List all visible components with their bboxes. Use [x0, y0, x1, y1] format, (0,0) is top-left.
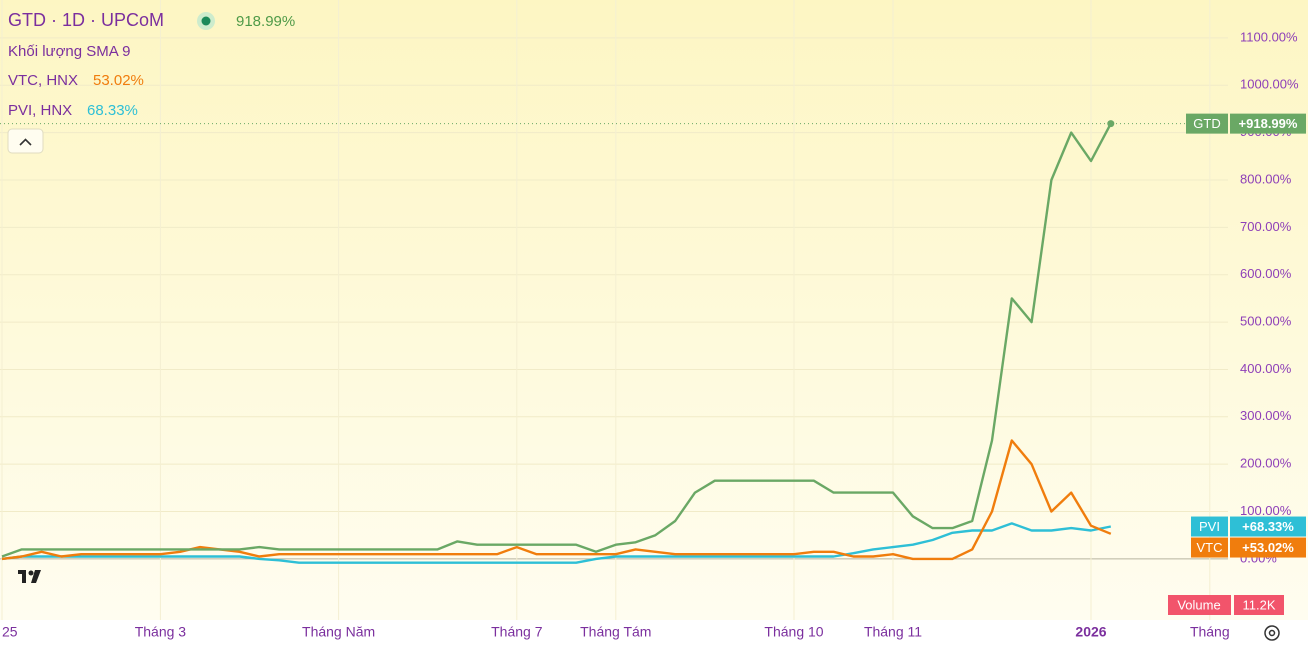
- y-tick-label: 600.00%: [1240, 266, 1292, 281]
- y-tick-label: 1000.00%: [1240, 77, 1299, 92]
- y-tick-label: 800.00%: [1240, 171, 1292, 186]
- legend: GTD · 1D · UPCoM 918.99% Khối lượng SMA …: [7, 10, 295, 154]
- logo-part: [22, 570, 26, 583]
- collapse-icon[interactable]: [19, 138, 32, 146]
- volume-value-tag: [1234, 595, 1284, 615]
- volume-tag: [1168, 595, 1231, 615]
- series-tag-name: GTD: [1193, 116, 1220, 131]
- x-tick-label: Tháng 11: [864, 624, 922, 640]
- x-tick-label: Tháng 7: [491, 624, 543, 640]
- legend-value: 53.02%: [93, 72, 144, 89]
- x-axis-background: [0, 620, 1308, 646]
- value-tag-label: +918.99%: [1239, 116, 1298, 131]
- series-line: [1, 123, 1112, 558]
- legend-value: 918.99%: [236, 13, 295, 30]
- series-tag: [1191, 516, 1228, 537]
- x-tick-label: Tháng: [1190, 624, 1230, 640]
- y-tick-label: 100.00%: [1240, 503, 1292, 518]
- y-tick-label: 1100.00%: [1240, 29, 1298, 44]
- axis-labels: 0.00%100.00%200.00%300.00%400.00%500.00%…: [2, 29, 1299, 639]
- y-tick-label: 700.00%: [1240, 219, 1292, 234]
- series-lines: [0, 120, 1228, 564]
- x-tick-label: Tháng 3: [135, 624, 187, 640]
- value-tag: [1230, 516, 1306, 537]
- series-tag-name: PVI: [1199, 519, 1220, 534]
- series-tag: [1186, 113, 1228, 134]
- logo-part: [31, 570, 41, 583]
- status-dot: [201, 16, 211, 26]
- y-tick-label: 400.00%: [1240, 361, 1292, 376]
- logo-part: [18, 570, 25, 574]
- legend-label: VTC, HNX: [8, 72, 78, 89]
- collapse-button-box[interactable]: [7, 128, 44, 154]
- last-point: [1107, 120, 1115, 128]
- x-tick-label: Tháng 10: [764, 624, 823, 640]
- settings-icon[interactable]: [1268, 629, 1276, 637]
- x-tick-label: Tháng Năm: [302, 624, 375, 640]
- legend-title: GTD · 1D · UPCoM: [8, 10, 164, 30]
- value-tag-label: +53.02%: [1242, 540, 1294, 555]
- price-tags: GTD +918.99% PVI +68.33% VTC +53.02% Volume 11.…: [1168, 113, 1306, 615]
- series-tag-name: VTC: [1197, 540, 1223, 555]
- legend-subtitle: Khối lượng SMA 9: [8, 43, 130, 60]
- logo-part: [28, 570, 34, 576]
- y-tick-label: 300.00%: [1240, 408, 1292, 423]
- value-tag-label: +68.33%: [1242, 519, 1294, 534]
- x-tick-label: 25: [2, 624, 18, 640]
- value-tag: [1230, 113, 1306, 134]
- legend-label: PVI, HNX: [8, 102, 72, 119]
- value-tag: [1230, 537, 1306, 558]
- x-tick-label: 2026: [1075, 624, 1106, 640]
- y-tick-label: 500.00%: [1240, 314, 1292, 329]
- settings-icon[interactable]: [1264, 625, 1280, 641]
- x-tick-label: Tháng Tám: [580, 624, 651, 640]
- settings-button[interactable]: [1264, 625, 1280, 641]
- legend-value: 68.33%: [87, 102, 138, 119]
- y-tick-label: 200.00%: [1240, 456, 1292, 471]
- plot-background: [0, 0, 1308, 620]
- series-line: [1, 522, 1112, 564]
- grid: [0, 0, 1228, 620]
- volume-value-label: 11.2K: [1242, 597, 1275, 612]
- volume-tag-name: Volume: [1177, 597, 1220, 612]
- logo: [18, 570, 41, 583]
- series-tag: [1191, 537, 1228, 558]
- collapse-button[interactable]: [7, 128, 44, 154]
